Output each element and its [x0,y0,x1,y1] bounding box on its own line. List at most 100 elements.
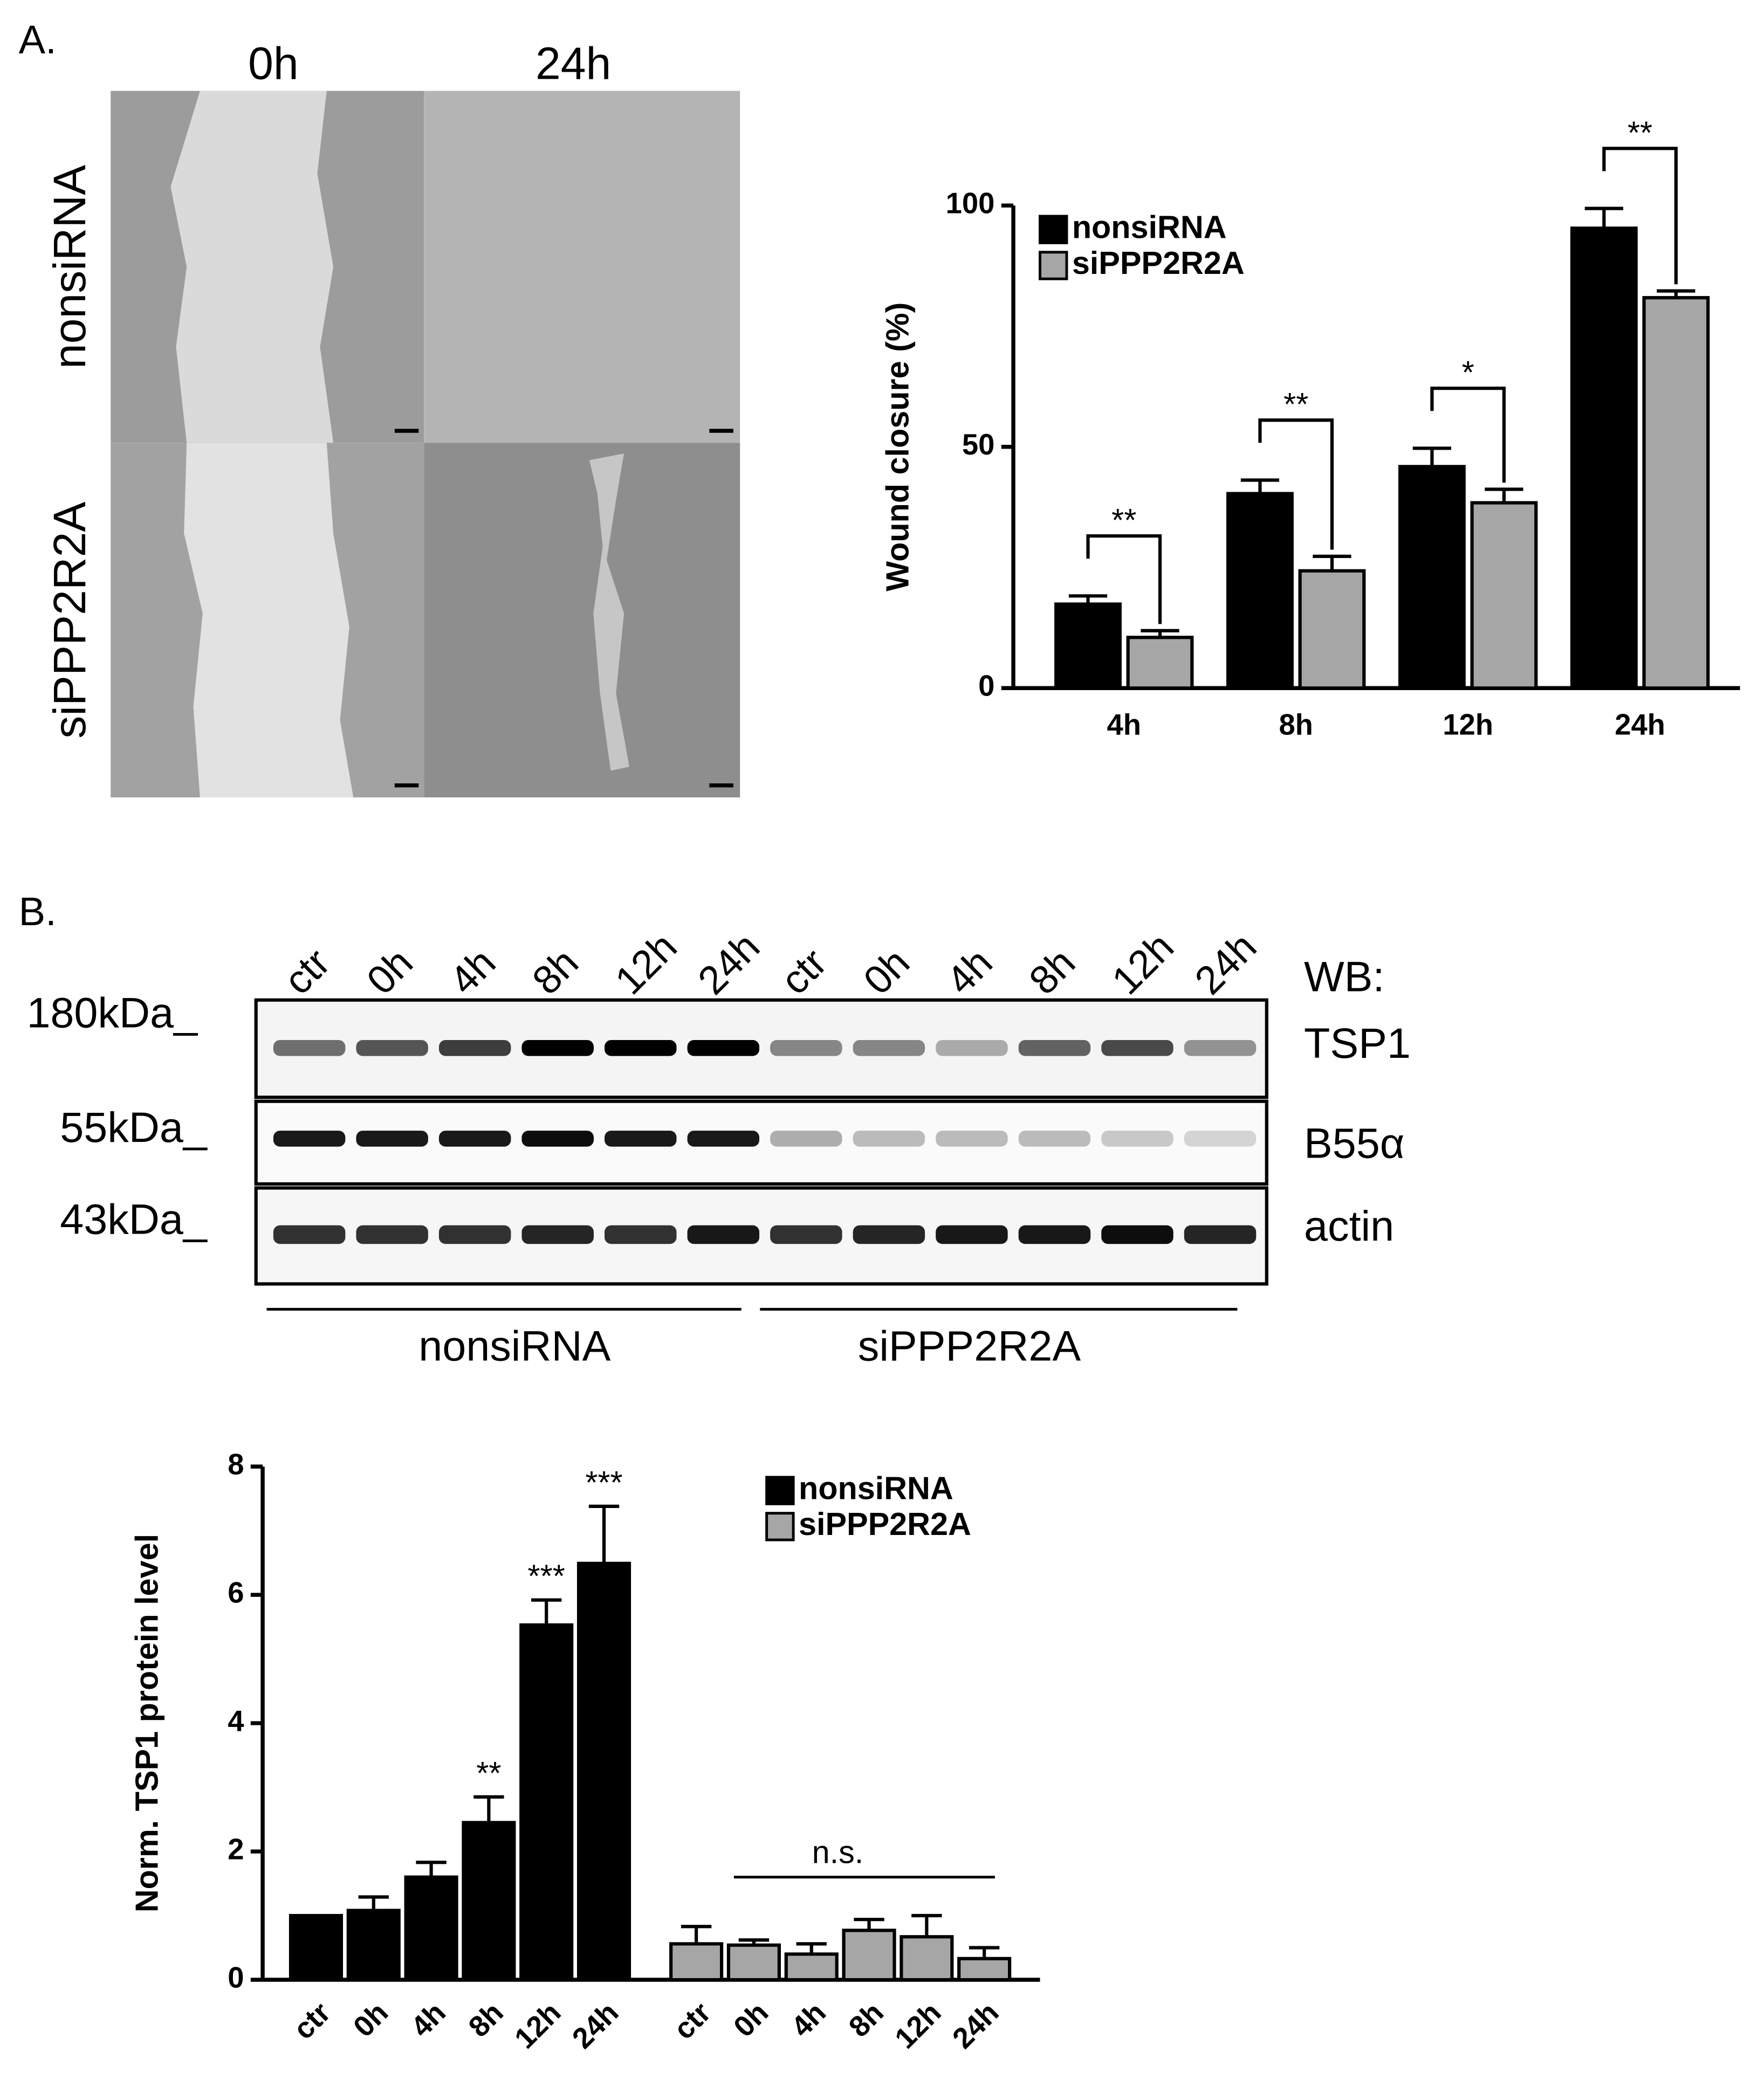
band [770,1131,842,1147]
error-bar [854,1918,884,1931]
band [1184,1225,1257,1244]
group-label: nonsiRNA [418,1321,610,1369]
legend-swatch [1039,251,1068,280]
column-label: 0h [248,38,299,88]
band [770,1225,842,1244]
band [1101,1131,1173,1147]
band [936,1039,1008,1056]
error-bar [969,1946,1000,1959]
band [604,1039,677,1056]
band [687,1225,760,1244]
band [687,1131,760,1147]
y-tick-label: 4 [228,1704,244,1737]
micrograph [424,443,740,797]
wb-label: WB: [1304,953,1384,1001]
band [438,1225,511,1244]
band [853,1039,925,1056]
row-label: nonsiRNA [44,165,95,369]
y-tick-label: 6 [228,1576,244,1609]
legend-label: nonsiRNA [1072,209,1227,245]
bar [1226,492,1294,690]
band [356,1039,428,1056]
bar [842,1929,896,1982]
bar [404,1875,458,1982]
legend-swatch [765,1476,795,1505]
band [273,1039,346,1056]
panel-label: B. [19,889,57,934]
group-annotation: n.s. [812,1834,864,1870]
error-bar [1240,478,1280,494]
wound [589,453,629,771]
band [687,1039,760,1056]
band [1184,1039,1257,1056]
band [438,1039,511,1056]
marker-label: 180kDa_ [26,988,198,1036]
significance-label: ** [1111,502,1136,538]
legend-label: siPPP2R2A [799,1506,971,1542]
bar [462,1821,516,1982]
significance-label: * [1462,354,1474,390]
bar [1570,226,1638,690]
y-axis-label: Norm. TSP1 protein level [129,1534,165,1912]
y-tick-label: 2 [228,1833,244,1865]
bar [669,1942,724,1982]
error-bar [1412,446,1451,467]
significance-bracket [1086,534,1162,624]
bar [1470,501,1538,690]
bar [726,1943,781,1982]
micrograph [424,91,740,443]
band [1184,1131,1257,1147]
band [1018,1131,1091,1147]
bar [576,1561,632,1982]
y-tick-label: 50 [962,428,994,461]
blot-label: TSP1 [1304,1019,1411,1067]
error-bar [796,1942,827,1954]
significance-label: ** [476,1755,501,1791]
error-bar [531,1598,562,1626]
legend-swatch [765,1512,795,1541]
band [853,1131,925,1147]
legend-swatch [1039,215,1068,244]
micrographs [111,91,740,797]
y-tick-label: 8 [228,1448,244,1481]
error-bar [911,1913,942,1937]
panel-label: A. [19,17,57,62]
bar [1398,465,1466,690]
band [853,1225,925,1244]
band [356,1131,428,1147]
x-tick-label: 12h [1443,708,1493,741]
band [1101,1039,1173,1056]
blot-label: B55α [1304,1119,1405,1167]
legend-label: siPPP2R2A [1072,245,1245,281]
band [356,1225,428,1244]
western-blot [254,998,1268,1311]
significance-label: *** [585,1464,622,1500]
bar [957,1957,1012,1982]
band [604,1225,677,1244]
bar [1298,569,1366,690]
y-tick-label: 100 [946,187,995,220]
bar [900,1935,954,1982]
error-bar [588,1504,620,1564]
significance-bracket [1602,147,1678,285]
significance-label: ** [1283,386,1308,422]
significance-label: ** [1628,114,1652,150]
band [273,1225,346,1244]
error-bar [416,1861,447,1877]
row-label: siPPP2R2A [44,502,95,739]
y-axis-label: Wound closure (%) [880,302,916,591]
bar [289,1913,344,1982]
bar [784,1952,839,1982]
blot-label: actin [1304,1202,1394,1250]
error-bar [473,1795,504,1823]
significance-label: *** [528,1558,565,1594]
legend-label: nonsiRNA [799,1470,953,1506]
bar [1126,636,1194,690]
bar [519,1623,574,1982]
x-tick-label: 4h [1107,708,1141,741]
error-bar [1485,487,1523,503]
band [1101,1225,1173,1244]
x-tick-label: 8h [1279,708,1313,741]
band [604,1131,677,1147]
